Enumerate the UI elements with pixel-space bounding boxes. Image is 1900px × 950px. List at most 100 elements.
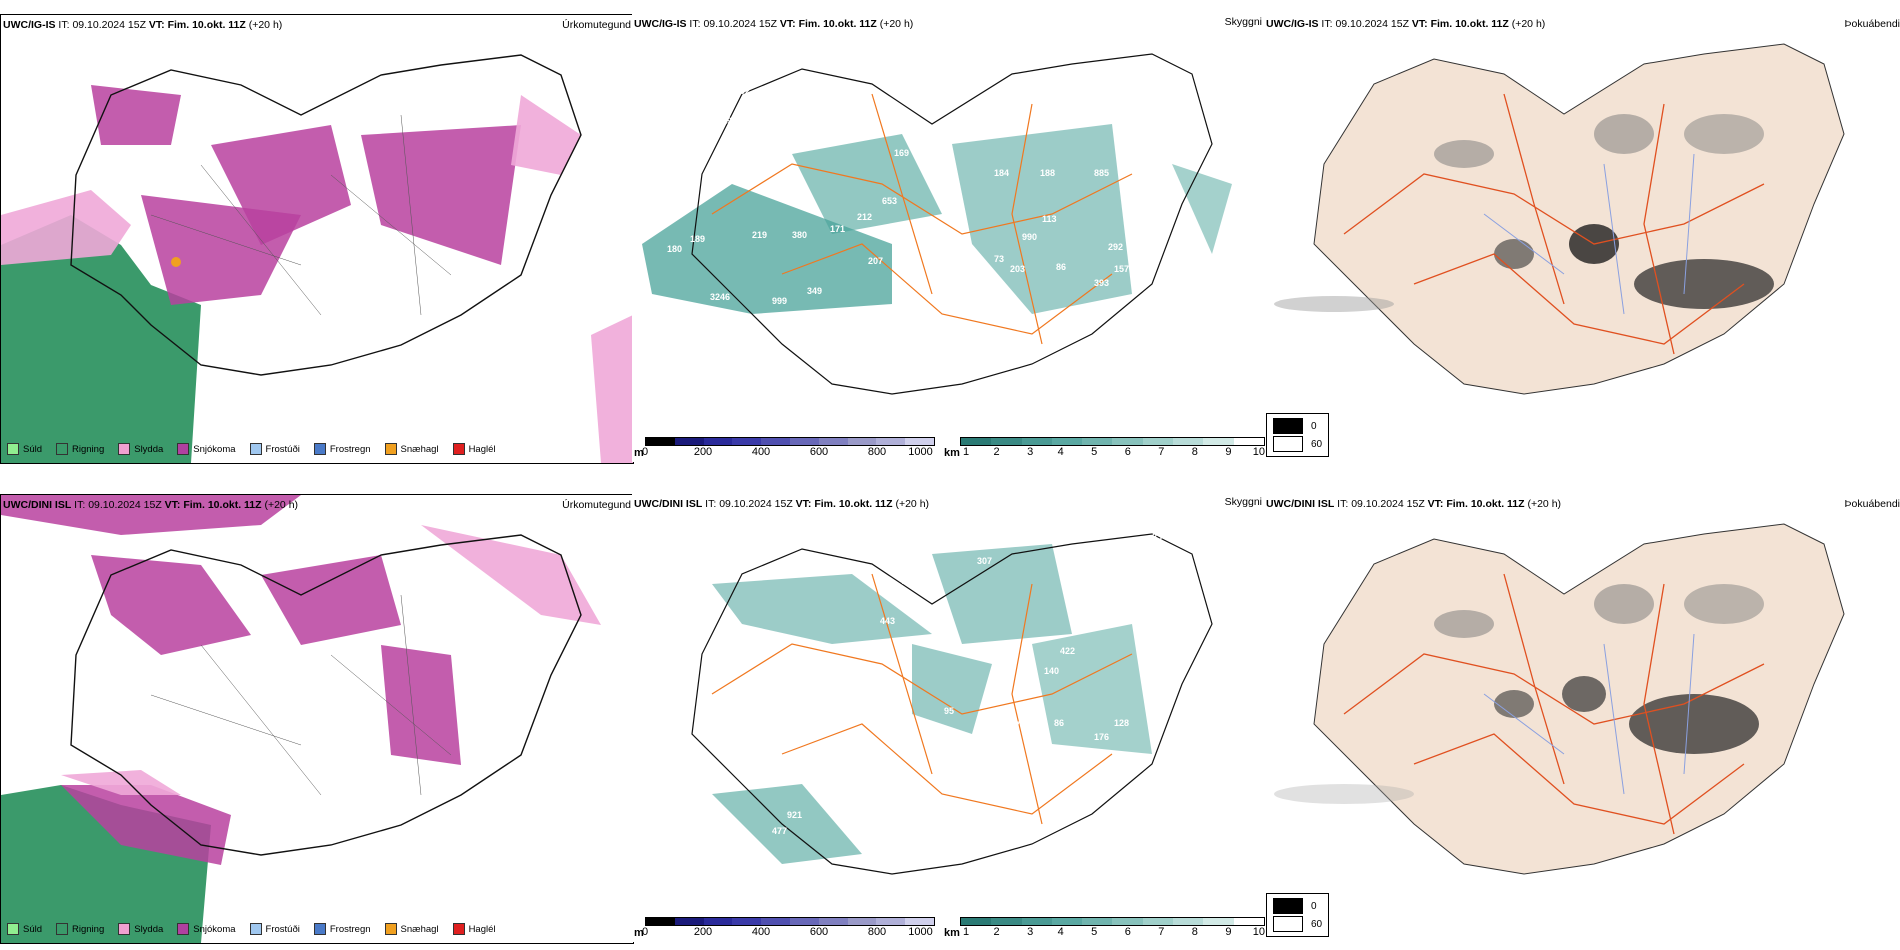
precip-map: [1, 495, 633, 943]
tick-label: 1: [963, 446, 970, 458]
precip-type-panel-igis: UWC/IG-IS IT: 09.10.2024 15Z VT: Fim. 10…: [0, 14, 634, 464]
tick-label: 10: [1252, 926, 1266, 938]
vis-colorbar-swatches: [960, 437, 1265, 446]
precip-map: [1, 15, 633, 463]
swatch: [384, 923, 397, 935]
swatch: [313, 443, 326, 455]
vis-label: 766: [1124, 158, 1139, 168]
vis-label: 125: [894, 596, 909, 606]
panel-title: UWC/DINI ISL IT: 09.10.2024 15Z VT: Fim.…: [634, 498, 930, 510]
vis-label: 990: [1022, 232, 1037, 242]
precip-type-legend: Súld Rigning Slydda Snjókoma Frostúði Fr…: [7, 443, 496, 455]
vis-label: 921: [787, 810, 802, 820]
fog-label: 60: [1311, 438, 1323, 450]
vis-label: 157: [1114, 264, 1129, 274]
tick-label: 0: [641, 926, 649, 938]
tick-label: 200: [693, 926, 713, 938]
tick-label: 4: [1057, 446, 1064, 458]
tick-label: 400: [751, 446, 771, 458]
tick-label: 800: [867, 926, 887, 938]
swatch: [177, 923, 190, 935]
vis-ticks: 1 2 3 4 5 6 7 8 9 10: [960, 446, 1265, 460]
tick-label: 10: [1252, 446, 1266, 458]
height-ticks: 0 200 400 600 800 1000: [641, 926, 935, 940]
precip-type-panel-dini: UWC/DINI ISL IT: 09.10.2024 15Z VT: Fim.…: [0, 494, 634, 944]
tick-label: 5: [1091, 446, 1098, 458]
vis-ticks: 1 2 3 4 5 6 7 8 9 10: [960, 926, 1265, 940]
tick-label: 2: [993, 446, 1000, 458]
swatch: [452, 443, 465, 455]
vis-label: 163: [747, 550, 762, 560]
swatch: [7, 443, 19, 455]
vis-label: 140: [1044, 666, 1059, 676]
vis-label: 188: [1040, 168, 1055, 178]
vis-label: 443: [880, 616, 895, 626]
legend-item-sudd: Súld: [7, 443, 42, 455]
tick-label: 1000: [908, 926, 933, 938]
vis-label: 184: [994, 168, 1009, 178]
tick-label: 9: [1225, 926, 1232, 938]
panel-variable: Skyggni: [1224, 496, 1262, 508]
vis-label: 508: [1064, 118, 1079, 128]
vis-label: 176: [1094, 732, 1109, 742]
tick-label: 1000: [908, 446, 933, 458]
fog-label: 0: [1311, 420, 1317, 432]
fog-swatch-white: [1273, 436, 1303, 452]
height-colorbar: 0 200 400 600 800 1000: [641, 437, 935, 460]
swatch: [118, 923, 131, 935]
height-ticks: 0 200 400 600 800 1000: [641, 446, 935, 460]
panel-variable: Þokuábendi: [1844, 18, 1900, 30]
tick-label: 800: [867, 446, 887, 458]
tick-label: 7: [1158, 446, 1165, 458]
tick-label: 200: [693, 446, 713, 458]
vis-label: 380: [792, 230, 807, 240]
vis-label: 169: [894, 148, 909, 158]
swatch: [177, 443, 190, 455]
vis-colorbar-swatches: [960, 917, 1265, 926]
swatch: [452, 923, 465, 935]
vis-label: 176: [1010, 720, 1025, 730]
tick-label: 9: [1225, 446, 1232, 458]
legend-item-snjokoma: Snjókoma: [177, 443, 236, 455]
fog-panel-dini: UWC/DINI ISL IT: 09.10.2024 15Z VT: Fim.…: [1264, 494, 1900, 942]
legend-item-frostudi: Frostúði: [249, 443, 300, 455]
tick-label: 3: [1027, 446, 1034, 458]
tick-label: 6: [1124, 926, 1131, 938]
vis-unit: km: [944, 927, 960, 939]
panel-variable: Úrkomutegund: [562, 19, 631, 31]
fog-label: 60: [1311, 918, 1323, 930]
swatch: [56, 923, 69, 935]
swatch: [118, 443, 131, 455]
tick-label: 1: [963, 926, 970, 938]
panel-title: UWC/DINI ISL IT: 09.10.2024 15Z VT: Fim.…: [1266, 498, 1562, 510]
vis-label: 132: [944, 246, 959, 256]
swatch: [56, 443, 69, 455]
legend-item-haglel: Haglél: [452, 923, 496, 935]
swatch: [313, 923, 326, 935]
vis-label: 74: [878, 722, 888, 732]
vis-label: 73: [994, 254, 1004, 264]
vis-label: 477: [772, 826, 787, 836]
vis-label: 885: [1094, 168, 1109, 178]
height-colorbar-swatches: [645, 917, 935, 926]
fog-map: [1274, 43, 1845, 395]
fog-panel-igis: UWC/IG-IS IT: 09.10.2024 15Z VT: Fim. 10…: [1264, 14, 1900, 462]
legend-item-frostregn: Frostregn: [313, 923, 371, 935]
legend-item-slydda: Slydda: [118, 443, 163, 455]
vis-label: 29: [722, 116, 732, 126]
tick-label: 6: [1124, 446, 1131, 458]
panel-variable: Skyggni: [1224, 16, 1262, 28]
tick-label: 5: [1091, 926, 1098, 938]
vis-label: 259: [902, 576, 917, 586]
tick-label: 4: [1057, 926, 1064, 938]
vis-label: 3246: [710, 292, 730, 302]
panel-title: UWC/IG-IS IT: 09.10.2024 15Z VT: Fim. 10…: [634, 18, 914, 30]
fog-swatch-black: [1273, 418, 1303, 434]
vis-label: 766: [894, 250, 909, 260]
vis-label: 219: [752, 230, 767, 240]
tick-label: 0: [641, 446, 649, 458]
legend-item-snaehagl: Snæhagl: [384, 443, 439, 455]
vis-label: 66: [992, 712, 1002, 722]
tick-label: 600: [809, 926, 829, 938]
legend-item-haglel: Haglél: [452, 443, 496, 455]
